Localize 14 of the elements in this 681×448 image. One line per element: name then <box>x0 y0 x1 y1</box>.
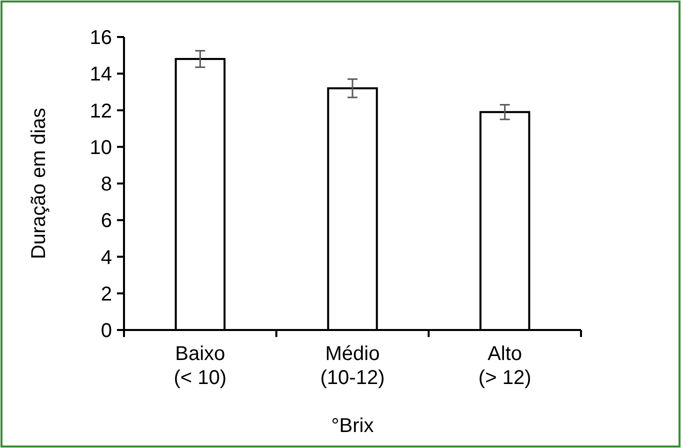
y-tick-label: 8 <box>100 174 112 196</box>
x-axis-title: °Brix <box>331 415 374 437</box>
y-tick-label: 12 <box>90 100 112 122</box>
y-tick-label: 14 <box>90 64 112 86</box>
y-tick-label: 0 <box>100 320 112 342</box>
x-tick-label: Médio (10-12) <box>320 343 385 389</box>
y-tick-label: 2 <box>100 283 112 306</box>
x-tick-label: Alto (> 12) <box>478 343 532 389</box>
y-tick-label: 10 <box>90 136 112 159</box>
y-tick-label: 16 <box>90 27 112 49</box>
y-tick-label: 6 <box>100 210 112 232</box>
y-tick-label: 4 <box>100 246 112 269</box>
x-tick-label: Baixo (< 10) <box>174 343 227 389</box>
y-axis-title: Duração em dias <box>28 108 50 260</box>
